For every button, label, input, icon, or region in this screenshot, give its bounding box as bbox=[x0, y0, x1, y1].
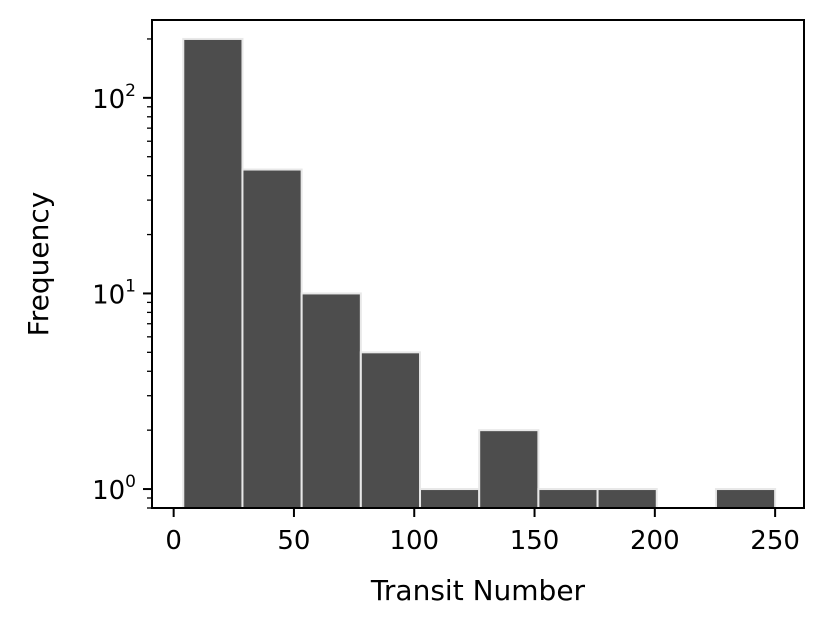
histogram-bar bbox=[596, 488, 658, 510]
y-tick-label: 101 bbox=[92, 276, 136, 310]
x-tick-label: 150 bbox=[510, 526, 560, 556]
histogram-bar bbox=[478, 429, 540, 510]
histogram-bar bbox=[241, 168, 303, 509]
x-tick-label: 50 bbox=[277, 526, 310, 556]
histogram-bar bbox=[714, 488, 777, 510]
y-axis-label: Frequency bbox=[22, 192, 55, 337]
x-tick-label: 0 bbox=[165, 526, 182, 556]
x-axis-label: Transit Number bbox=[370, 574, 586, 607]
histogram-bar bbox=[300, 292, 362, 509]
histogram-bar bbox=[537, 488, 599, 510]
x-tick-label: 200 bbox=[630, 526, 680, 556]
y-axis-ticks: 100 101 102 bbox=[92, 81, 152, 506]
plot-frame bbox=[151, 19, 805, 509]
y-tick-label: 100 bbox=[92, 472, 136, 506]
histogram-bar bbox=[182, 37, 244, 510]
histogram-bar bbox=[359, 351, 422, 509]
y-tick-label: 102 bbox=[92, 81, 136, 115]
x-tick-label: 100 bbox=[389, 526, 439, 556]
histogram-bar bbox=[419, 488, 481, 510]
x-axis-ticks: 0 50 100 150 200 250 bbox=[165, 508, 800, 556]
x-tick-label: 250 bbox=[750, 526, 800, 556]
histogram-bars bbox=[182, 37, 777, 510]
